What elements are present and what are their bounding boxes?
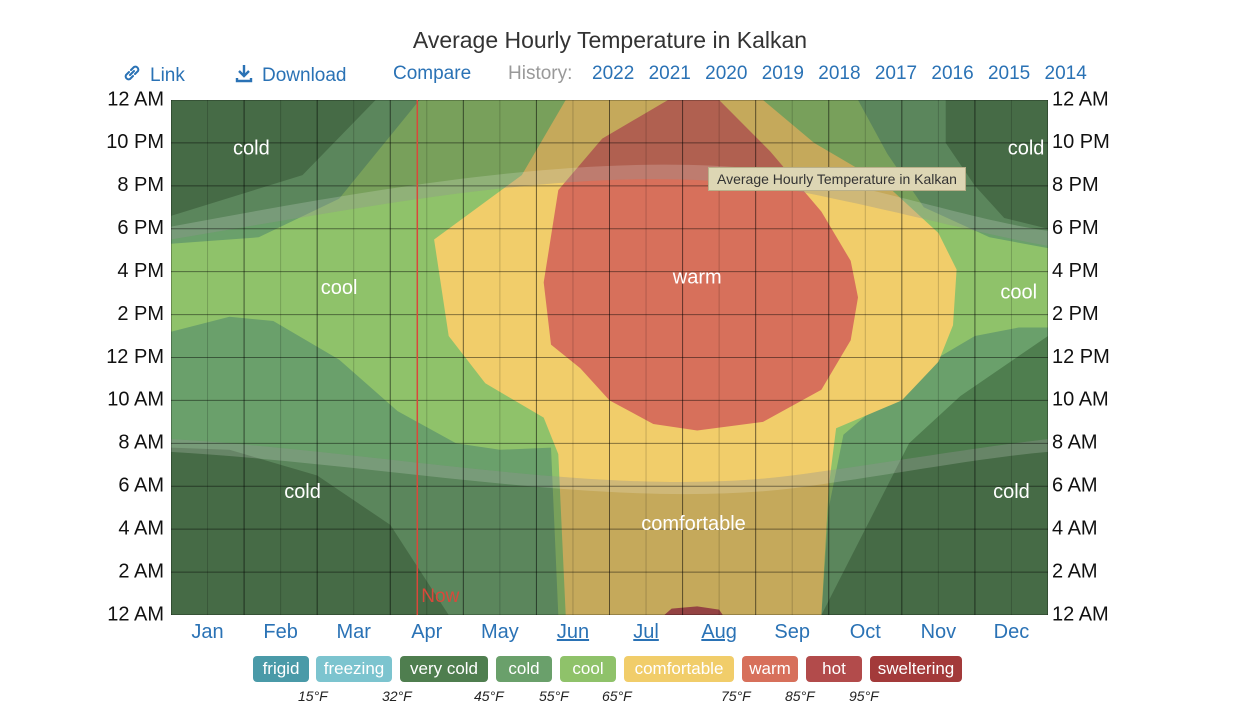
legend-warm: warm (742, 656, 798, 682)
y-tick-label-right: 12 AM (1052, 90, 1109, 110)
legend-threshold: 95°F (849, 688, 879, 704)
y-tick-label-right: 4 PM (1052, 260, 1099, 282)
region-label: cool (321, 277, 358, 299)
legend-threshold: 32°F (382, 688, 412, 704)
x-tick-label-month[interactable]: Jan (191, 621, 223, 643)
region-label: cold (284, 481, 321, 503)
y-tick-label-left: 12 PM (106, 346, 164, 368)
year-link[interactable]: 2017 (874, 63, 918, 84)
y-tick-label-left: 12 AM (107, 603, 164, 625)
legend-comfortable: comfortable (624, 656, 734, 682)
region-label: cool (1000, 281, 1037, 303)
x-tick-label-month[interactable]: Sep (774, 621, 810, 643)
y-tick-label-right: 8 PM (1052, 174, 1099, 196)
y-tick-label-left: 8 AM (118, 432, 164, 454)
y-tick-label-left: 6 AM (118, 475, 164, 497)
region-label: cold (233, 138, 270, 160)
x-tick-label-month[interactable]: Jun (557, 621, 589, 643)
y-tick-label-left: 2 PM (117, 303, 164, 325)
y-tick-label-left: 12 AM (107, 90, 164, 110)
y-tick-label-right: 10 AM (1052, 389, 1109, 411)
y-tick-label-left: 6 PM (117, 217, 164, 239)
x-tick-label-month[interactable]: Feb (263, 621, 297, 643)
y-tick-label-left: 10 AM (107, 389, 164, 411)
y-tick-label-right: 2 PM (1052, 303, 1099, 325)
legend-threshold: 45°F (474, 688, 504, 704)
year-link[interactable]: 2019 (761, 63, 804, 84)
region-label: cold (1008, 138, 1045, 160)
region-label: cold (993, 481, 1030, 503)
legend-threshold: 85°F (785, 688, 815, 704)
compare-button[interactable]: Compare (393, 63, 472, 84)
legend-cool: cool (560, 656, 616, 682)
region-label: warm (672, 266, 722, 288)
history-label: History: (508, 63, 573, 84)
legend-very-cold: very cold (400, 656, 488, 682)
year-link[interactable]: 2014 (1044, 63, 1087, 84)
y-tick-label-right: 2 AM (1052, 560, 1098, 582)
x-tick-label-month[interactable]: Oct (850, 621, 882, 643)
x-tick-label-month[interactable]: Dec (994, 621, 1030, 643)
history-years: 2022 2021 2020 2019 2018 2017 2016 2015 … (592, 63, 1096, 85)
y-tick-label-right: 4 AM (1052, 517, 1098, 539)
x-tick-label-month[interactable]: Aug (701, 621, 737, 643)
legend-freezing: freezing (316, 656, 392, 682)
download-label: Download (262, 65, 347, 86)
year-link[interactable]: 2015 (987, 63, 1031, 84)
x-tick-label-month[interactable]: May (481, 621, 519, 643)
now-label: Now (421, 586, 459, 607)
download-icon (235, 65, 253, 83)
band-hot (664, 606, 723, 615)
year-link[interactable]: 2022 (592, 63, 635, 84)
link-label: Link (150, 65, 185, 86)
x-tick-label-month[interactable]: Jul (633, 621, 659, 643)
y-tick-label-left: 8 PM (117, 174, 164, 196)
y-tick-label-left: 10 PM (106, 131, 164, 153)
y-tick-label-left: 4 AM (118, 517, 164, 539)
temperature-heatmap: Now cold cold cool cool warm cold cold comfortab… (106, 90, 1110, 643)
legend-threshold: 65°F (602, 688, 632, 704)
legend-threshold: 55°F (539, 688, 569, 704)
link-icon (124, 65, 140, 81)
year-link[interactable]: 2018 (818, 63, 861, 84)
download-button[interactable]: Download (234, 63, 347, 87)
legend-threshold: 15°F (298, 688, 328, 704)
legend-sweltering: sweltering (870, 656, 962, 682)
y-tick-label-right: 6 AM (1052, 475, 1098, 497)
x-tick-label-month[interactable]: Mar (336, 621, 371, 643)
x-tick-label-month[interactable]: Nov (921, 621, 957, 643)
legend-cold: cold (496, 656, 552, 682)
legend-frigid: frigid (253, 656, 309, 682)
y-tick-label-right: 12 AM (1052, 603, 1109, 625)
y-tick-label-left: 4 PM (117, 260, 164, 282)
toolbar: Link Download Compare History: 2022 2021… (0, 63, 1240, 89)
y-tick-label-right: 6 PM (1052, 217, 1099, 239)
y-tick-label-right: 12 PM (1052, 346, 1110, 368)
year-link[interactable]: 2016 (931, 63, 974, 84)
year-link[interactable]: 2020 (705, 63, 748, 84)
legend-threshold: 75°F (721, 688, 751, 704)
chart-title: Average Hourly Temperature in Kalkan (412, 27, 808, 53)
region-label: comfortable (641, 513, 746, 535)
y-tick-label-right: 8 AM (1052, 432, 1098, 454)
link-button[interactable]: Link (122, 63, 185, 87)
y-tick-label-right: 10 PM (1052, 131, 1110, 153)
y-tick-label-left: 2 AM (118, 560, 164, 582)
year-link[interactable]: 2021 (648, 63, 691, 84)
legend-hot: hot (806, 656, 862, 682)
chart-tooltip: Average Hourly Temperature in Kalkan (708, 167, 966, 191)
x-tick-label-month[interactable]: Apr (411, 621, 442, 643)
